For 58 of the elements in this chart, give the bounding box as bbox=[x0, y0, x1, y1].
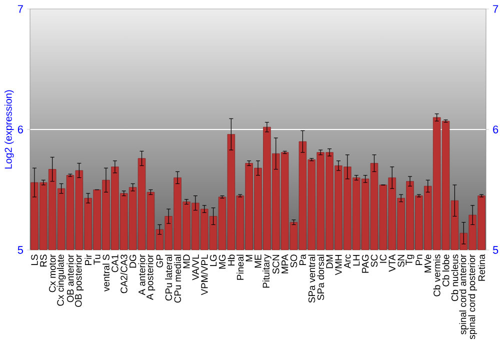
x-tick-label: Cb vermis bbox=[433, 254, 440, 296]
x-tick-label: Retina bbox=[478, 254, 486, 281]
x-tick-label: LH bbox=[353, 254, 360, 266]
x-tick-label: DG bbox=[129, 254, 136, 268]
x-tick-label: Pir bbox=[84, 254, 92, 265]
x-tick-label: CPu lateral bbox=[165, 254, 172, 301]
x-tick-label: Hb bbox=[228, 254, 235, 266]
y2-tick-label: 7 bbox=[493, 5, 498, 13]
x-tick-label: M bbox=[246, 254, 252, 262]
x-tick-label: Tu bbox=[94, 254, 100, 265]
y2-tick-label: 6 bbox=[493, 126, 498, 134]
x-tick-label: spinal cord posterior bbox=[468, 254, 478, 340]
x-tick-label: spinal cord anterior bbox=[459, 254, 468, 334]
x-tick-label: RS bbox=[40, 254, 47, 267]
x-tick-label: OB posterior bbox=[74, 254, 84, 307]
x-tick-label: SC bbox=[370, 254, 378, 267]
x-tick-label: SCN bbox=[272, 254, 280, 274]
x-tick-label: MG bbox=[218, 254, 226, 269]
x-tick-label: Arc bbox=[344, 254, 351, 268]
x-tick-label: VA/VL bbox=[192, 254, 199, 280]
x-tick-label: Cb nucleus bbox=[451, 254, 458, 302]
x-tick-label: Tg bbox=[406, 254, 414, 266]
x-tick-label: OB anterior bbox=[66, 254, 74, 302]
x-tick-label: CA1 bbox=[112, 254, 118, 272]
x-tick-label: LG bbox=[210, 254, 217, 266]
x-tick-label: Pn bbox=[416, 254, 422, 265]
x-tick-label: CPu medial bbox=[174, 254, 182, 303]
x-tick-label: SO bbox=[290, 254, 298, 268]
x-tick-label: Pituitary bbox=[262, 254, 272, 288]
x-tick-label: A posterior bbox=[146, 254, 156, 300]
x-tick-label: VTA bbox=[388, 254, 396, 272]
x-tick-label: Pa bbox=[299, 254, 306, 265]
x-tick-label: SN bbox=[398, 254, 404, 267]
x-tick-label: ME bbox=[254, 254, 262, 268]
x-tick-label: IC bbox=[380, 254, 387, 263]
y-tick-label: 5 bbox=[18, 246, 24, 254]
y-tick-label: 7 bbox=[18, 5, 23, 13]
x-tick-label: Cx motor bbox=[49, 254, 56, 292]
x-tick-label: Cx cingulate bbox=[56, 254, 66, 306]
x-tick-label: A anterior bbox=[138, 254, 146, 296]
x-tick-label: ventral S bbox=[102, 254, 110, 292]
x-tick-label: VMH bbox=[335, 254, 342, 276]
y-axis-title: Log2 (expression) bbox=[4, 90, 14, 169]
x-tick-label: Cb lobe bbox=[442, 254, 450, 286]
y2-tick-label: 5 bbox=[492, 246, 498, 254]
x-tick-label: MPA bbox=[282, 254, 288, 274]
x-tick-label: MVe bbox=[424, 254, 432, 272]
x-tick-label: VPM/VPL bbox=[200, 254, 208, 296]
x-tick-label: LS bbox=[31, 254, 38, 265]
x-tick-label: MD bbox=[183, 254, 190, 268]
x-tick-label: Pineal bbox=[236, 254, 244, 280]
x-tick-label: SPa dorsal bbox=[317, 254, 324, 300]
x-tick-label: DM bbox=[326, 254, 333, 268]
y-tick-label: 6 bbox=[18, 126, 23, 134]
x-tick-label: CA2/CA3 bbox=[120, 254, 128, 294]
x-tick-label: GP bbox=[156, 254, 163, 268]
x-tick-label: SPa ventral bbox=[308, 254, 316, 303]
x-tick-label: PAG bbox=[362, 254, 369, 273]
